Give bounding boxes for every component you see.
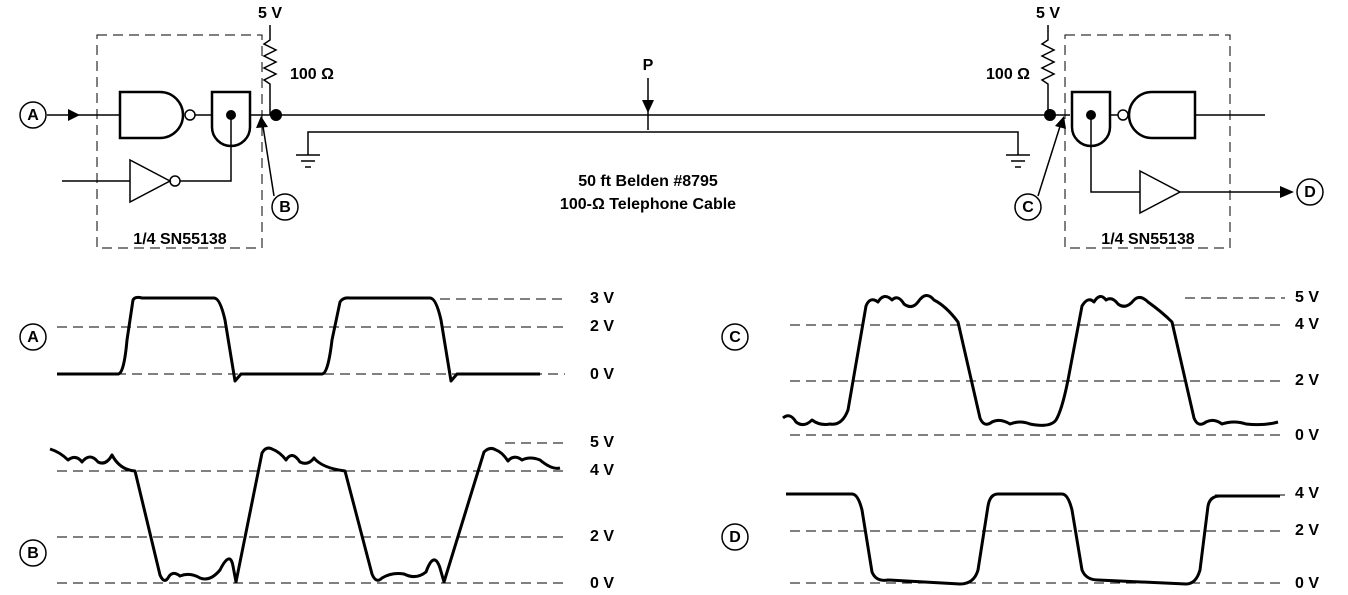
ground	[1006, 154, 1030, 168]
probe-label: P	[643, 57, 654, 74]
supply-label: 5 V	[1036, 5, 1060, 22]
receiver-gate	[210, 90, 252, 148]
receiver-gate	[1070, 90, 1112, 148]
waveform	[782, 294, 1279, 427]
level-label: 0 V	[1295, 575, 1319, 592]
node-circle	[1296, 178, 1324, 206]
level-label: 4 V	[1295, 316, 1319, 333]
node-label: B	[279, 199, 291, 216]
resistor-label: 100 Ω	[290, 66, 334, 83]
level-label: 0 V	[590, 366, 614, 383]
node-label: C	[729, 329, 741, 346]
level-label: 0 V	[1295, 427, 1319, 444]
level-label: 4 V	[590, 462, 614, 479]
node-label: B	[27, 545, 39, 562]
node-circle	[19, 323, 47, 351]
nand-gate	[118, 90, 185, 140]
resistor	[262, 25, 278, 115]
bubble	[1117, 109, 1129, 121]
arrow	[1055, 116, 1066, 129]
supply-label: 5 V	[258, 5, 282, 22]
arrow	[642, 100, 654, 113]
level-label: 3 V	[590, 290, 614, 307]
level-label: 5 V	[590, 434, 614, 451]
level-label: 2 V	[590, 318, 614, 335]
resistor-label: 100 Ω	[986, 66, 1030, 83]
node-label: A	[27, 329, 39, 346]
node-label: D	[1304, 184, 1316, 201]
chip-box	[1064, 34, 1231, 249]
buffer	[1139, 169, 1182, 215]
chip-label: 1/4 SN55138	[1101, 231, 1195, 248]
arrow	[1280, 186, 1294, 198]
chip-label: 1/4 SN55138	[133, 231, 227, 248]
waveform	[57, 295, 540, 383]
pointer	[1037, 119, 1063, 197]
shield	[307, 131, 1019, 155]
resistor	[1040, 25, 1056, 115]
level-label: 0 V	[590, 575, 614, 592]
level-label: 4 V	[1295, 485, 1319, 502]
level-label: 2 V	[1295, 372, 1319, 389]
node-circle	[271, 193, 299, 221]
chip-box	[96, 34, 263, 249]
node-circle	[721, 523, 749, 551]
cable-label: 50 ft Belden #8795	[578, 173, 718, 190]
wire	[1090, 115, 1140, 193]
waveform	[49, 446, 561, 584]
bubble	[184, 109, 196, 121]
node-circle	[19, 101, 47, 129]
nand-gate	[1127, 90, 1197, 140]
arrow	[256, 116, 268, 128]
level-label: 2 V	[590, 528, 614, 545]
node-circle	[721, 323, 749, 351]
node-label: C	[1022, 199, 1034, 216]
node-label: D	[729, 529, 741, 546]
waveform	[786, 492, 1280, 586]
ground	[296, 154, 320, 168]
level-label: 5 V	[1295, 289, 1319, 306]
wire	[180, 115, 232, 182]
cable-label: 100-Ω Telephone Cable	[560, 196, 736, 213]
node-circle	[1014, 193, 1042, 221]
pointer	[261, 119, 275, 197]
level-label: 2 V	[1295, 522, 1319, 539]
junction	[270, 109, 282, 121]
node-circle	[19, 539, 47, 567]
junction	[1044, 109, 1056, 121]
node-label: A	[27, 107, 39, 124]
buffer	[129, 158, 172, 204]
arrow	[68, 109, 80, 121]
